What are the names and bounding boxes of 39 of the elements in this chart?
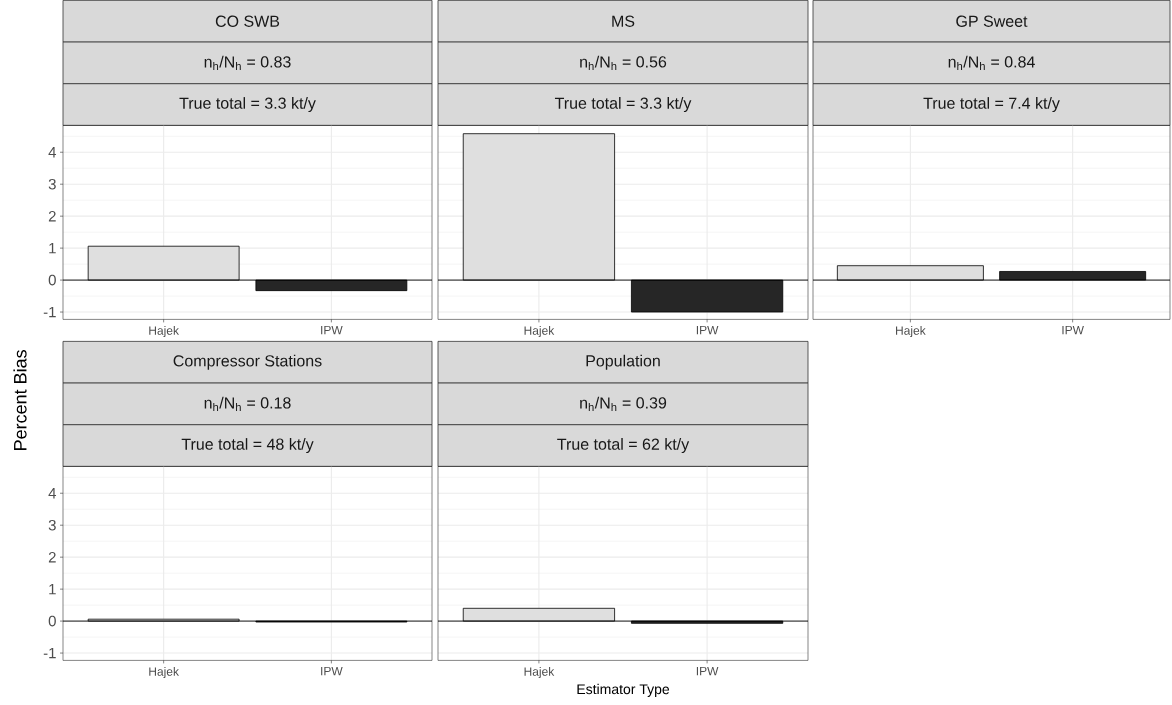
- chart-title: Population: [586, 354, 660, 370]
- y-tick-label: 1: [49, 242, 56, 254]
- y-tick-label: 1: [49, 583, 56, 595]
- x-axis-title: Estimator Type: [577, 683, 670, 697]
- y-tick-label: 4: [48, 146, 57, 158]
- text: True total = 7.4 kt/y: [923, 96, 1060, 112]
- chart-subtitle: n$_{h}$/N$_{h}$ = 0.56: [580, 55, 667, 70]
- chart-subtitle: n$_{h}$/N$_{h}$ = 0.83: [204, 55, 291, 70]
- text: True total = 48 kt/y: [181, 437, 314, 453]
- chart-subtitle: n$_{h}$/N$_{h}$ = 0.39: [580, 396, 667, 411]
- y-tick-label: 0: [48, 274, 56, 286]
- chart-title: MS: [612, 15, 635, 27]
- x-tick-label: IPW: [696, 666, 719, 675]
- x-tick-label: IPW: [321, 666, 343, 675]
- x-tick-label: Hajek: [524, 325, 555, 337]
- y-tick-label: 4: [48, 487, 57, 499]
- text: True total = 62 kt/y: [557, 437, 690, 453]
- y-tick-label: 0: [48, 615, 56, 627]
- y-tick-label: 2: [48, 551, 56, 563]
- x-tick-label: Hajek: [896, 325, 926, 337]
- chart-title: GP Sweet: [956, 15, 1028, 27]
- x-tick-label: IPW: [1062, 325, 1084, 334]
- text: True total = 3.3 kt/y: [179, 96, 316, 112]
- chart-subtitle: n$_{h}$/N$_{h}$ = 0.84: [948, 55, 1035, 70]
- y-axis-title: Percent Bias: [13, 349, 27, 450]
- text: True total = 3.3 kt/y: [554, 96, 692, 112]
- x-tick-label: IPW: [696, 325, 719, 334]
- y-tick-label: 3: [48, 519, 56, 531]
- chart-title: CO SWB: [215, 15, 280, 27]
- chart-title: Compressor Stations: [173, 354, 322, 370]
- x-tick-label: Hajek: [149, 666, 179, 678]
- chart-subtitle: n$_{h}$/N$_{h}$ = 0.18: [204, 396, 291, 411]
- x-tick-label: Hajek: [149, 325, 179, 337]
- y-tick-label: -1: [43, 647, 56, 659]
- y-tick-label: -1: [43, 306, 56, 318]
- x-tick-label: IPW: [321, 325, 343, 334]
- y-tick-label: 2: [48, 210, 56, 222]
- x-tick-label: Hajek: [524, 666, 555, 678]
- y-tick-label: 3: [48, 178, 56, 190]
